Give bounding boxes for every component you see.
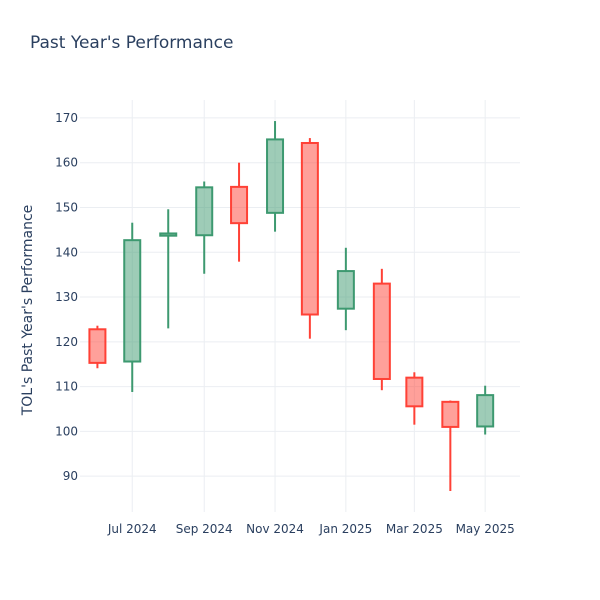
candle-body <box>123 239 142 363</box>
candle-body <box>300 141 319 316</box>
candle-body <box>441 400 460 428</box>
candle-decreasing <box>300 138 319 339</box>
candle-increasing <box>195 181 214 274</box>
candle-body <box>372 282 391 380</box>
x-tick-label: Jan 2025 <box>318 522 372 536</box>
candle-body <box>266 138 285 214</box>
y-tick-label: 110 <box>55 380 78 394</box>
candle-body <box>405 376 424 408</box>
x-tick-label: May 2025 <box>456 522 515 536</box>
y-axis-title: TOL's Past Year's Performance <box>20 205 36 417</box>
candle-increasing <box>266 121 285 232</box>
y-tick-label: 150 <box>55 200 78 214</box>
candle-decreasing <box>88 325 107 369</box>
y-axis: 90 100 110 120 130 140 150 160 170 <box>55 111 78 483</box>
y-tick-label: 170 <box>55 111 78 125</box>
y-tick-label: 160 <box>55 156 78 170</box>
candle-body <box>88 328 107 364</box>
y-tick-label: 100 <box>55 424 78 438</box>
candle-body <box>476 394 495 428</box>
candle-body <box>195 186 214 237</box>
y-tick-label: 90 <box>63 469 78 483</box>
x-tick-label: Mar 2025 <box>386 522 443 536</box>
x-tick-label: Jul 2024 <box>107 522 157 536</box>
candle-increasing <box>336 247 355 331</box>
y-tick-label: 130 <box>55 290 78 304</box>
candle-decreasing <box>441 400 460 491</box>
candles-layer <box>88 121 495 491</box>
candle-body <box>230 185 249 225</box>
candle-decreasing <box>405 372 424 425</box>
candle-body <box>159 232 178 237</box>
y-tick-label: 120 <box>55 335 78 349</box>
candle-increasing <box>123 222 142 392</box>
chart-title: Past Year's Performance <box>30 33 234 53</box>
candle-decreasing <box>230 162 249 262</box>
candle-decreasing <box>372 268 391 391</box>
y-tick-label: 140 <box>55 245 78 259</box>
x-tick-label: Sep 2024 <box>176 522 233 536</box>
x-tick-label: Nov 2024 <box>246 522 304 536</box>
x-axis: Jul 2024 Sep 2024 Nov 2024 Jan 2025 Mar 2025… <box>107 522 515 536</box>
candle-increasing <box>159 209 178 329</box>
candle-body <box>336 270 355 310</box>
candle-increasing <box>476 385 495 435</box>
y-gridlines <box>80 117 520 477</box>
